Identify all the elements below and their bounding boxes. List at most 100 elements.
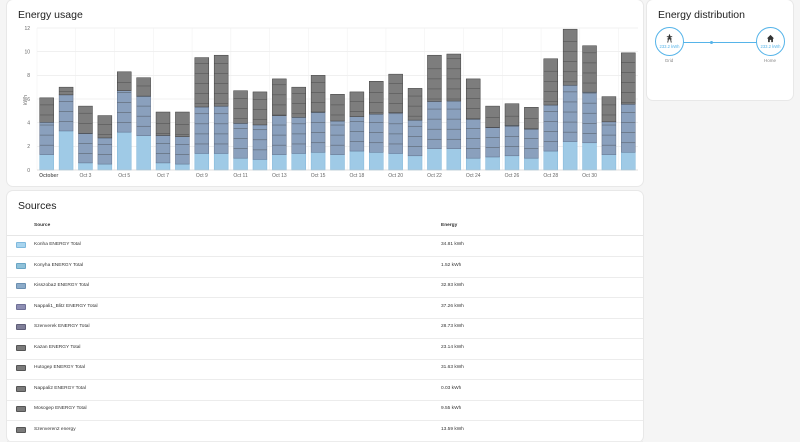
- energy-column-header: Energy: [441, 223, 458, 228]
- bar-segment-kisszoba-nappali: [369, 113, 384, 153]
- source-color-swatch: [16, 406, 26, 412]
- bar-segment-konha: [330, 154, 345, 171]
- bar-segment-konha: [233, 157, 248, 171]
- source-name: Hutogep ENERGY Total: [34, 365, 86, 370]
- bar-segment-konha: [407, 155, 423, 171]
- bar-segment-other-sources: [291, 86, 306, 118]
- source-name: Kisszoba2 ENERGY Total: [34, 283, 90, 288]
- bar-segment-other-sources: [582, 45, 597, 93]
- source-energy: 31.63 kWh: [441, 365, 464, 370]
- y-tick-label: 4: [27, 120, 30, 126]
- bar-segment-kisszoba-nappali: [117, 90, 132, 133]
- source-color-swatch: [16, 426, 26, 433]
- bar-segment-kisszoba-nappali: [446, 100, 462, 149]
- home-label: Home: [763, 58, 776, 63]
- source-name: Nappali2 ENERGY Total: [34, 385, 86, 391]
- x-tick-label: Oct 28: [543, 173, 558, 179]
- bar-segment-konha: [252, 159, 268, 171]
- source-name: Kazan ENERGY Total: [34, 344, 81, 350]
- table-row[interactable]: Kazan ENERGY Total 23.14 kWh: [7, 339, 643, 360]
- bar-segment-konha: [504, 155, 520, 171]
- bar-segment-kisszoba-nappali: [155, 135, 171, 164]
- source-energy: 0.03 kWh: [441, 385, 462, 391]
- energy-usage-chart: 0 2 4 6 8 10 12 kWh October Oct 3 Oct 5 Oct 7 Oct 9 O…: [23, 26, 638, 179]
- bar-segment-kisszoba-nappali: [388, 112, 403, 154]
- bar-segment-kisszoba-nappali: [175, 136, 190, 165]
- bar-segment-other-sources: [485, 105, 500, 128]
- table-row[interactable]: Mosogep ENERGY Total 9.55 kWh: [7, 400, 643, 421]
- table-row[interactable]: Nappali2 ENERGY Total 0.03 kWh: [7, 380, 643, 401]
- bar-segment-konha: [39, 154, 54, 171]
- bar-segment-other-sources: [465, 78, 481, 120]
- bar-segment-other-sources: [310, 75, 326, 113]
- bar-segment-kisszoba-nappali: [58, 94, 74, 132]
- y-tick-label: 12: [24, 26, 30, 32]
- bar-segment-konha: [310, 152, 326, 171]
- source-color-swatch: [16, 385, 26, 392]
- table-row[interactable]: Szenveren2 energy 13.59 kWh: [7, 421, 643, 442]
- bar-segment-other-sources: [427, 54, 442, 102]
- sources-card: Sources Source Energy Konha ENERGY Total…: [7, 191, 643, 442]
- source-energy: 9.55 kWh: [441, 406, 462, 411]
- bar-segment-kisszoba-nappali: [330, 120, 345, 155]
- source-color-swatch: [16, 262, 26, 269]
- bar-segment-other-sources: [349, 91, 365, 117]
- bar-segment-kisszoba-nappali: [582, 91, 597, 144]
- table-row[interactable]: Nappali1_Blitz ENERGY Total 37.26 kWh: [7, 298, 643, 319]
- y-tick-label: 10: [24, 49, 30, 55]
- bar-segment-konha: [621, 152, 636, 171]
- source-energy: 23.14 kWh: [441, 344, 464, 350]
- bar-segment-konha: [97, 163, 113, 171]
- bar-segment-kisszoba-nappali: [524, 128, 539, 159]
- bar-segment-konha: [485, 156, 500, 171]
- bar-segment-other-sources: [330, 94, 345, 122]
- x-tick-label: Oct 22: [427, 173, 442, 179]
- bar-segment-other-sources: [213, 54, 229, 107]
- bar-segment-konha: [446, 148, 462, 171]
- energy-usage-title: Energy usage: [18, 9, 83, 21]
- x-tick-label: Oct 20: [388, 173, 403, 179]
- bar-segment-konha: [562, 141, 578, 171]
- source-column-header: Source: [34, 223, 51, 228]
- home-node[interactable]: 233.2 kWh: [756, 27, 785, 56]
- table-row[interactable]: Kisszoba2 ENERGY Total 32.93 kWh: [7, 277, 643, 298]
- x-tick-label: Oct 26: [505, 173, 520, 179]
- bar-segment-konha: [136, 135, 151, 171]
- table-row[interactable]: Hutogep ENERGY Total 31.63 kWh: [7, 359, 643, 380]
- source-color-swatch: [16, 365, 26, 371]
- bar-segment-other-sources: [194, 57, 210, 108]
- bar-segment-konha: [369, 152, 384, 171]
- grid-to-home-flow-line: [683, 42, 762, 43]
- x-tick-label: Oct 11: [233, 173, 248, 179]
- table-row[interactable]: Szenverek ENERGY Total 28.73 kWh: [7, 318, 643, 339]
- source-energy: 34.81 kWh: [441, 242, 464, 247]
- bar-segment-konha: [582, 142, 597, 171]
- sources-title: Sources: [18, 200, 57, 212]
- bar-segment-other-sources: [524, 107, 539, 130]
- table-row[interactable]: Konha ENERGY Total 34.81 kWh: [7, 236, 643, 257]
- bar-segment-other-sources: [252, 91, 268, 126]
- y-tick-label: 2: [27, 144, 30, 150]
- bar-segment-kisszoba-nappali: [562, 84, 578, 142]
- source-energy: 32.93 kWh: [441, 283, 464, 288]
- x-tick-label: Oct 18: [350, 173, 365, 179]
- bar-segment-konha: [175, 163, 190, 171]
- bar-segment-kisszoba-nappali: [39, 122, 54, 155]
- bar-segment-konha: [117, 131, 132, 171]
- bar-segment-kisszoba-nappali: [601, 121, 617, 155]
- grid-node[interactable]: 233.2 kWh: [655, 27, 684, 56]
- bar-segment-kisszoba-nappali: [621, 103, 636, 153]
- bar-segment-kisszoba-nappali: [543, 104, 558, 152]
- source-color-swatch: [16, 324, 26, 330]
- bar-segment-konha: [78, 162, 93, 171]
- source-name: Konha ENERGY Total: [34, 242, 81, 247]
- x-tick-label: Oct 24: [466, 173, 481, 179]
- source-name: Mosogep ENERGY Total: [34, 406, 87, 411]
- table-row[interactable]: Konyha ENERGY Total 1.52 kWh: [7, 257, 643, 278]
- grid-value: 233.2 kWh: [659, 44, 680, 49]
- source-energy: 28.73 kWh: [441, 324, 464, 329]
- source-name: Szenveren2 energy: [34, 426, 76, 432]
- bar-segment-other-sources: [233, 90, 248, 124]
- x-tick-label: Oct 15: [311, 173, 326, 179]
- y-tick-label: 6: [27, 97, 30, 103]
